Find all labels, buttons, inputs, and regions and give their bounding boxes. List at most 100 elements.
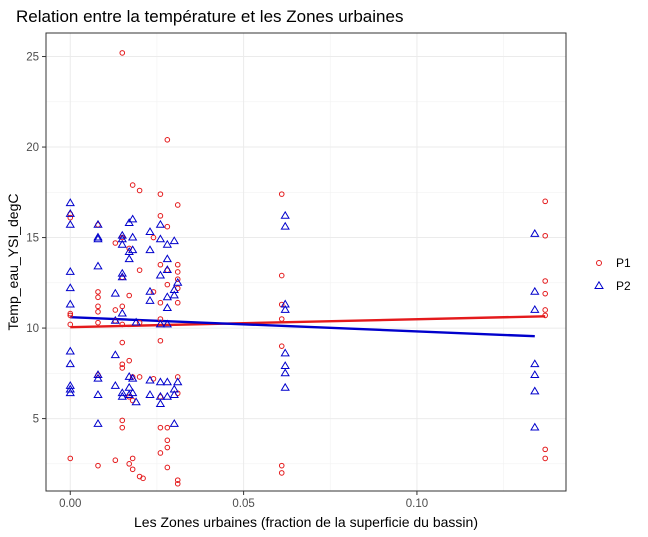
data-point-p2 xyxy=(155,270,166,279)
data-point-p2 xyxy=(169,390,179,398)
data-point-p1 xyxy=(157,450,164,456)
data-point-p1 xyxy=(129,466,136,473)
data-point-p2 xyxy=(155,219,166,228)
data-point-p2 xyxy=(117,239,127,248)
data-point-p2 xyxy=(127,388,138,397)
data-point-p1 xyxy=(126,292,132,299)
data-point-p1 xyxy=(542,278,549,284)
data-point-p1 xyxy=(136,187,143,194)
data-point-p1 xyxy=(112,307,119,313)
legend-key-p2 xyxy=(594,280,604,290)
data-point-p1 xyxy=(164,223,171,230)
data-point-p2 xyxy=(124,371,134,380)
data-point-p2 xyxy=(162,319,173,328)
data-point-p1 xyxy=(95,462,101,469)
data-point-p2 xyxy=(117,388,127,397)
data-point-p2 xyxy=(169,290,179,299)
trend-lines xyxy=(70,315,546,338)
x-axis-ticks: 0.00 0.05 0.10 xyxy=(59,491,428,510)
data-point-p1 xyxy=(174,276,181,282)
data-point-p2 xyxy=(530,304,540,313)
data-point-p2 xyxy=(162,377,173,386)
trend-line-p1 xyxy=(70,315,546,329)
data-point-p2 xyxy=(65,209,75,217)
y-tick-label: 20 xyxy=(26,142,39,154)
data-point-p2 xyxy=(93,219,103,228)
data-point-p2 xyxy=(65,346,75,355)
data-point-p1 xyxy=(119,50,126,56)
data-point-p1 xyxy=(278,343,285,349)
data-point-p2 xyxy=(530,228,540,237)
data-point-p1 xyxy=(174,299,181,306)
grid xyxy=(46,33,566,491)
data-point-p2 xyxy=(155,399,166,408)
data-point-p1 xyxy=(95,308,101,315)
data-point-p2 xyxy=(162,265,173,274)
data-point-p1 xyxy=(119,417,126,424)
data-points xyxy=(65,50,549,487)
x-tick-label: 0.10 xyxy=(406,498,428,510)
data-point-p2 xyxy=(93,390,103,398)
y-tick-label: 10 xyxy=(26,323,39,335)
data-point-p2 xyxy=(145,286,155,295)
legend-key-p1 xyxy=(596,260,602,266)
data-point-p2 xyxy=(162,303,173,312)
data-point-p2 xyxy=(65,359,75,368)
data-point-p1 xyxy=(119,361,126,368)
data-point-p2 xyxy=(131,397,141,406)
data-point-p2 xyxy=(65,299,75,308)
data-point-p2 xyxy=(131,317,141,326)
data-point-p2 xyxy=(155,377,166,386)
y-axis-title: Temp_eau_YSI_degC xyxy=(5,194,21,331)
data-point-p1 xyxy=(119,424,126,431)
data-point-p1 xyxy=(278,272,285,279)
data-point-p1 xyxy=(174,477,181,483)
data-point-p1 xyxy=(157,213,164,219)
data-point-p1 xyxy=(278,191,285,197)
data-point-p1 xyxy=(67,312,74,319)
legend-label-p2: P2 xyxy=(616,279,631,293)
data-point-p1 xyxy=(67,310,74,317)
y-tick-label: 15 xyxy=(26,233,39,245)
data-point-p2 xyxy=(93,370,103,379)
data-point-p2 xyxy=(117,268,127,277)
data-point-p1 xyxy=(136,267,143,273)
data-point-p1 xyxy=(129,455,136,462)
data-point-p2 xyxy=(173,377,183,386)
data-point-p1 xyxy=(157,337,164,344)
data-point-p1 xyxy=(164,464,171,471)
data-point-p1 xyxy=(95,319,101,326)
data-point-p2 xyxy=(93,232,103,241)
data-point-p1 xyxy=(95,294,101,301)
data-point-p1 xyxy=(157,424,164,431)
data-point-p1 xyxy=(164,437,171,444)
data-point-p2 xyxy=(65,384,75,393)
data-point-p2 xyxy=(530,386,540,395)
y-tick-label: 25 xyxy=(26,52,39,64)
data-point-p1 xyxy=(542,307,549,313)
data-point-p2 xyxy=(65,198,75,207)
data-point-p2 xyxy=(145,390,155,398)
data-point-p1 xyxy=(174,480,181,487)
data-point-p1 xyxy=(112,240,119,246)
data-point-p1 xyxy=(67,321,74,328)
data-point-p1 xyxy=(542,312,549,319)
chart-title: Relation entre la température et les Zon… xyxy=(16,7,403,26)
data-point-p2 xyxy=(145,295,155,304)
data-point-p1 xyxy=(174,261,181,268)
data-point-p1 xyxy=(157,299,164,306)
data-point-p1 xyxy=(542,232,549,239)
data-point-p2 xyxy=(117,308,127,317)
data-point-p2 xyxy=(93,261,103,270)
legend-label-p1: P1 xyxy=(616,256,631,270)
data-point-p2 xyxy=(110,381,121,389)
data-point-p1 xyxy=(157,191,164,197)
data-point-p2 xyxy=(169,419,179,427)
panel-border xyxy=(45,32,567,492)
data-point-p2 xyxy=(155,319,166,328)
data-point-p2 xyxy=(155,234,166,243)
data-point-p1 xyxy=(174,202,181,208)
data-point-p2 xyxy=(145,227,155,236)
data-point-p1 xyxy=(174,269,181,275)
